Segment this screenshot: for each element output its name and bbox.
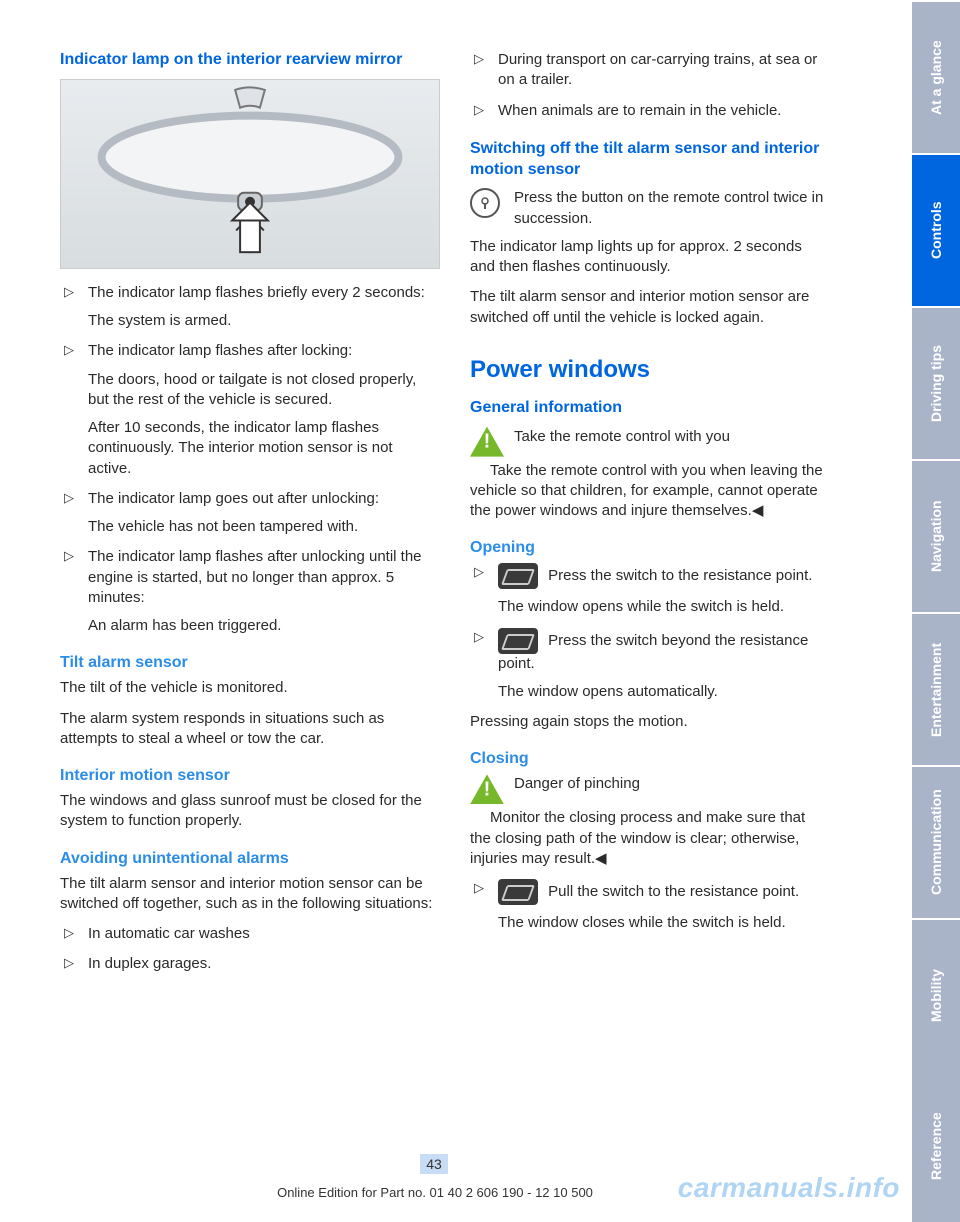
text: The indicator lamp flashes briefly every… [88,283,440,303]
warning-block: Take the remote control with you [470,427,830,457]
warning-title: Danger of pinching [514,775,640,792]
warning-body: Take the remote control with you when le… [470,462,823,520]
tab-mobility[interactable]: Mobility [912,918,960,1071]
heading-power-windows: Power windows [470,356,830,384]
heading-general-info: General information [470,398,830,419]
text: The window opens while the switch is hel… [498,597,830,617]
tab-driving-tips[interactable]: Driving tips [912,306,960,459]
heading-interior-motion: Interior motion sensor [60,767,440,785]
heading-switching-off: Switching off the tilt alarm sensor and … [470,139,830,181]
text: The tilt alarm sensor and interior motio… [470,287,830,328]
list-item: In automatic car washes [60,924,440,944]
text: Pressing again stops the motion. [470,712,830,732]
left-column: Indicator lamp on the interior rearview … [60,50,440,985]
list-item: Pull the switch to the resistance point.… [470,879,830,933]
text: The vehicle has not been tampered with. [88,517,440,537]
text: The indicator lamp goes out after unlock… [88,489,440,509]
text: Press the button on the remote control t… [514,188,830,229]
opening-list: Press the switch to the resistance point… [470,563,830,702]
text: Press the switch to the resistance point… [498,563,830,589]
text: Take the remote control with you [514,427,830,457]
heading-closing: Closing [470,750,830,768]
text: The tilt alarm sensor and interior motio… [60,874,440,915]
tab-communication[interactable]: Communication [912,765,960,918]
page-content: Indicator lamp on the interior rearview … [0,0,870,1015]
tab-controls[interactable]: Controls [912,153,960,306]
avoid-list-continued: During transport on car-carrying trains,… [470,50,830,121]
list-item: During transport on car-carrying trains,… [470,50,830,91]
text: The window opens automatically. [498,682,830,702]
list-item: Press the switch to the resistance point… [470,563,830,617]
warning-icon [470,774,504,804]
text: The indicator lamp flashes after unlocki… [88,547,440,608]
heading-opening: Opening [470,539,830,557]
text: The windows and glass sunroof must be cl… [60,791,440,832]
text: An alarm has been triggered. [88,616,440,636]
text: Pull the switch to the resistance point. [548,883,799,900]
list-item: Press the switch beyond the resistance p… [470,628,830,703]
list-item: The indicator lamp flashes after locking… [60,341,440,479]
text: Danger of pinching [514,774,830,804]
tab-at-a-glance[interactable]: At a glance [912,0,960,153]
text: The tilt of the vehicle is monitored. [60,678,440,698]
warning-block: Danger of pinching [470,774,830,804]
warning-body: Monitor the closing process and make sur… [470,809,805,867]
text: The system is armed. [88,311,440,331]
heading-indicator-lamp: Indicator lamp on the interior rearview … [60,50,440,71]
text: The window closes while the switch is he… [498,913,830,933]
list-item: When animals are to remain in the vehicl… [470,101,830,121]
text: Press the switch beyond the resistance p… [498,632,808,672]
list-item: In duplex garages. [60,954,440,974]
list-item: The indicator lamp goes out after unlock… [60,489,440,538]
heading-avoiding-alarms: Avoiding unintentional alarms [60,850,440,868]
window-switch-icon [498,879,538,905]
text: The indicator lamp flashes after locking… [88,341,440,361]
closing-list: Pull the switch to the resistance point.… [470,879,830,933]
remote-instruction: Press the button on the remote control t… [470,188,830,229]
text: Pull the switch to the resistance point. [498,879,830,905]
indicator-lamp-list: The indicator lamp flashes briefly every… [60,283,440,637]
list-item: The indicator lamp flashes briefly every… [60,283,440,332]
section-tabs: At a glance Controls Driving tips Naviga… [912,0,960,1222]
text: The doors, hood or tailgate is not close… [88,370,440,411]
text: XXMonitor the closing process and make s… [470,808,830,869]
page-number-value: 43 [420,1154,448,1174]
text: XXTake the remote control with you when … [470,461,830,522]
text: The indicator lamp lights up for approx.… [470,237,830,278]
text: Press the switch beyond the resistance p… [498,628,830,674]
remote-key-icon [470,188,504,229]
watermark: carmanuals.info [678,1172,900,1204]
tab-reference[interactable]: Reference [912,1071,960,1222]
heading-tilt-alarm: Tilt alarm sensor [60,654,440,672]
rearview-mirror-illustration [60,79,440,269]
warning-title: Take the remote control with you [514,428,730,445]
tab-entertainment[interactable]: Entertainment [912,612,960,765]
avoid-list: In automatic car washes In duplex garage… [60,924,440,975]
text: The alarm system responds in situations … [60,709,440,750]
window-switch-icon [498,628,538,654]
text: After 10 seconds, the indicator lamp fla… [88,418,440,479]
window-switch-icon [498,563,538,589]
warning-icon [470,427,504,457]
tab-navigation[interactable]: Navigation [912,459,960,612]
list-item: The indicator lamp flashes after unlocki… [60,547,440,636]
page-number: 43 [0,1154,870,1174]
text: Press the switch to the resistance point… [548,567,812,584]
right-column: During transport on car-carrying trains,… [470,50,830,985]
